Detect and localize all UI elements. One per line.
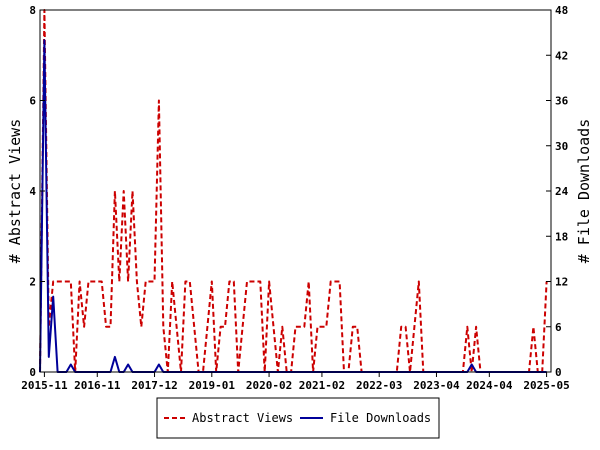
y-right-tick-label: 30 bbox=[555, 140, 568, 153]
x-axis-ticks: 2015-11 2016-11 2017-12 2019-01 2020-02 2021-… bbox=[21, 372, 570, 392]
x-tick-label: 2022-03 bbox=[356, 379, 402, 392]
x-tick-label: 2015-11 bbox=[21, 379, 68, 392]
x-tick-label: 2019-01 bbox=[189, 379, 236, 392]
y-right-tick-label: 24 bbox=[555, 185, 569, 198]
y-axis-right-title: # File Downloads bbox=[575, 119, 593, 264]
x-tick-label: 2020-02 bbox=[246, 379, 292, 392]
x-tick-label: 2024-04 bbox=[466, 379, 513, 392]
y-left-tick-label: 2 bbox=[29, 276, 36, 289]
y-axis-left-title: # Abstract Views bbox=[6, 119, 24, 264]
y-axis-right-ticks: 0 6 12 18 24 30 36 42 48 bbox=[546, 4, 569, 379]
y-left-tick-label: 6 bbox=[29, 95, 36, 108]
y-right-tick-label: 18 bbox=[555, 230, 568, 243]
x-tick-label: 2017-12 bbox=[131, 379, 177, 392]
y-left-tick-label: 0 bbox=[29, 366, 36, 379]
y-right-tick-label: 36 bbox=[555, 95, 569, 108]
y-left-tick-label: 8 bbox=[29, 4, 36, 17]
y-right-tick-label: 12 bbox=[555, 276, 568, 289]
legend-label-abstract-views: Abstract Views bbox=[192, 411, 293, 425]
y-right-tick-label: 0 bbox=[555, 366, 562, 379]
x-tick-label: 2023-04 bbox=[413, 379, 460, 392]
y-right-tick-label: 42 bbox=[555, 49, 568, 62]
legend-label-file-downloads: File Downloads bbox=[330, 411, 431, 425]
y-right-tick-label: 6 bbox=[555, 321, 562, 334]
x-tick-label: 2016-11 bbox=[74, 379, 121, 392]
plot-background bbox=[40, 10, 551, 372]
x-tick-label: 2025-05 bbox=[523, 379, 569, 392]
x-tick-label: 2021-02 bbox=[299, 379, 345, 392]
y-left-tick-label: 4 bbox=[29, 185, 36, 198]
legend-box bbox=[156, 397, 440, 439]
legend: Abstract Views File Downloads bbox=[156, 397, 440, 439]
y-right-tick-label: 48 bbox=[555, 4, 568, 17]
